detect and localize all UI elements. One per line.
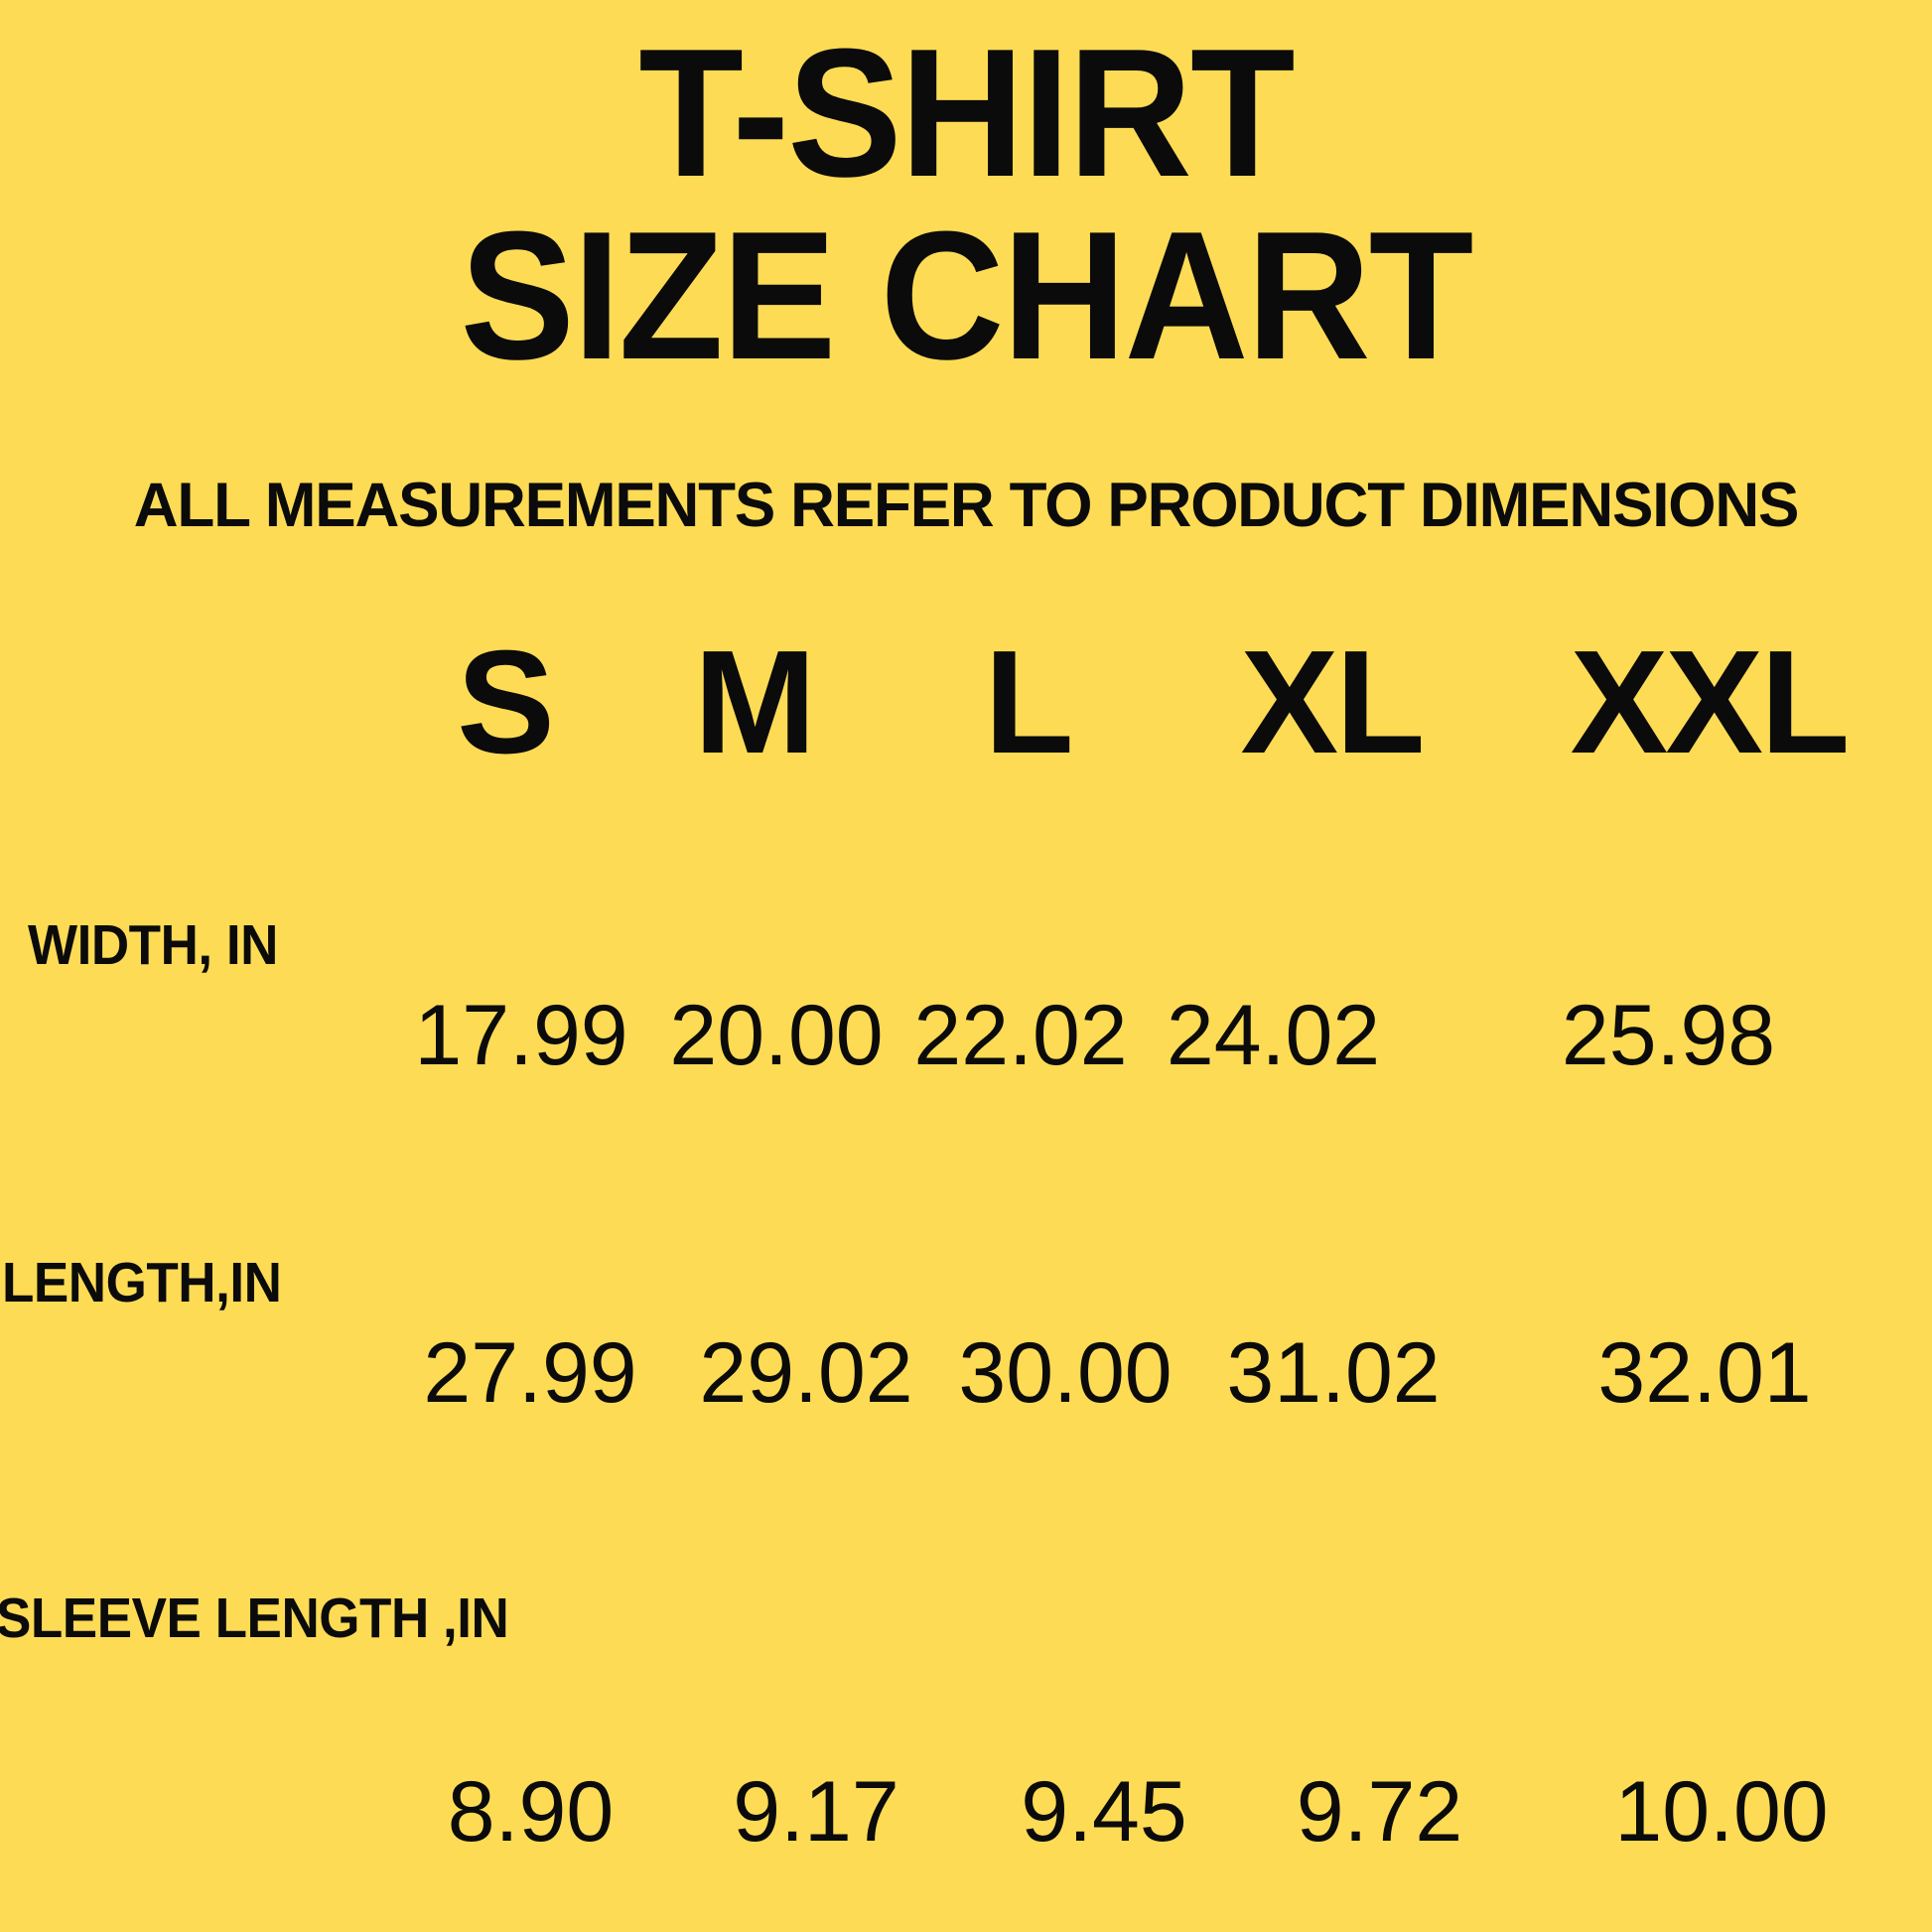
value-length-l: 30.00 xyxy=(958,1325,1173,1421)
value-sleeve-m: 9.17 xyxy=(733,1764,899,1860)
value-length-xl: 31.02 xyxy=(1226,1325,1441,1421)
size-header-row: S M L XL XXL xyxy=(389,629,1932,776)
value-length-m: 29.02 xyxy=(699,1325,913,1421)
value-width-s: 17.99 xyxy=(414,988,628,1083)
value-row-length: 27.99 29.02 30.00 31.02 32.01 xyxy=(389,1330,1932,1416)
measurement-label-sleeve-length: SLEEVE LENGTH ,IN xyxy=(0,1587,509,1650)
value-row-sleeve-length: 8.90 9.17 9.45 9.72 10.00 xyxy=(389,1769,1932,1855)
value-length-xxl: 32.01 xyxy=(1597,1325,1812,1421)
value-row-width: 17.99 20.00 22.02 24.02 25.98 xyxy=(389,993,1932,1078)
subtitle-measurement-note: ALL MEASUREMENTS REFER TO PRODUCT DIMENS… xyxy=(133,471,1800,540)
value-sleeve-xxl: 10.00 xyxy=(1614,1764,1829,1860)
size-header-m: M xyxy=(693,621,816,784)
size-header-xl: XL xyxy=(1240,621,1425,784)
measurement-label-width: WIDTH, IN xyxy=(28,913,279,977)
value-sleeve-l: 9.45 xyxy=(1021,1764,1187,1860)
size-header-s: S xyxy=(457,621,555,784)
value-width-xxl: 25.98 xyxy=(1561,988,1776,1083)
title-line-chart: SIZE CHART xyxy=(460,193,1474,398)
title-block: T-SHIRT SIZE CHART xyxy=(0,10,1932,398)
measurement-label-length: LENGTH,IN xyxy=(2,1251,282,1314)
value-width-xl: 24.02 xyxy=(1166,988,1381,1083)
value-sleeve-xl: 9.72 xyxy=(1296,1764,1463,1860)
value-sleeve-s: 8.90 xyxy=(447,1764,615,1860)
size-header-l: L xyxy=(984,621,1073,784)
title-line-product: T-SHIRT xyxy=(638,10,1295,214)
size-header-xxl: XXL xyxy=(1570,621,1851,784)
value-length-s: 27.99 xyxy=(423,1325,637,1421)
value-width-l: 22.02 xyxy=(913,988,1128,1083)
value-width-m: 20.00 xyxy=(669,988,884,1083)
